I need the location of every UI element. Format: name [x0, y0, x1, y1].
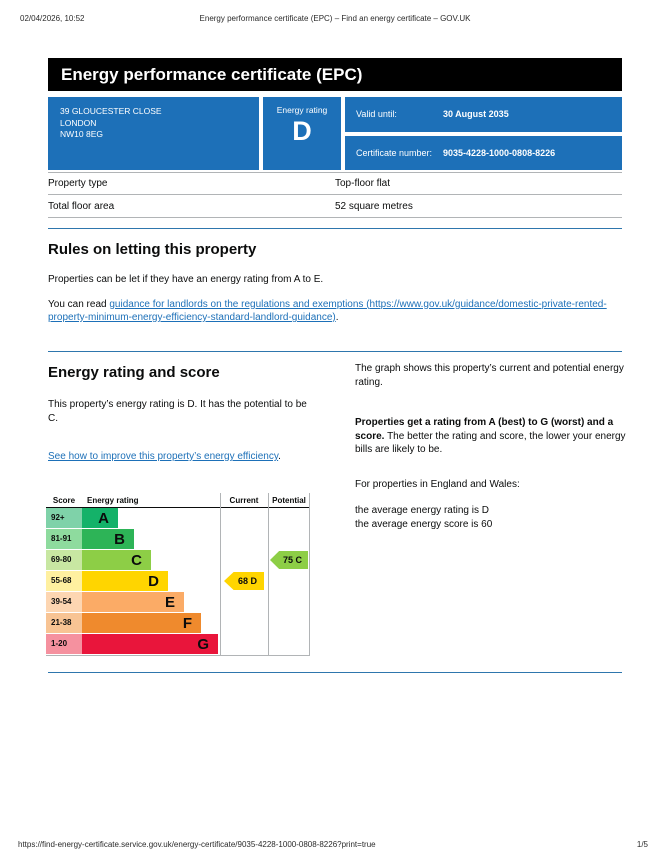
- potential-column-header: Potential: [272, 495, 306, 505]
- epc-band-bar: A: [82, 508, 118, 528]
- certificate-number-value: 9035-4228-1000-0808-8226: [443, 147, 556, 158]
- epc-bands: 92+ A 81-91 B 69-80 C 55-68 D 39-54 E 21-38 F 1-20 G: [46, 508, 310, 655]
- epc-band-bar: F: [82, 613, 201, 633]
- epc-band-row: 21-38 F: [46, 613, 310, 634]
- epc-band-row: 69-80 C: [46, 550, 310, 571]
- epc-band-row: 81-91 B: [46, 529, 310, 550]
- rating-heading: Energy rating and score: [48, 364, 220, 381]
- rating-scale-rest: The better the rating and score, the low…: [355, 430, 626, 456]
- epc-rating-graph: Score Energy rating Current Potential 92…: [46, 493, 310, 656]
- epc-band-bar: G: [82, 634, 218, 654]
- epc-bar-area: E: [82, 592, 220, 613]
- epc-score-range: 21-38: [46, 613, 82, 633]
- average-score-item: the average energy score is 60: [355, 518, 493, 530]
- epc-band-bar: C: [82, 550, 151, 570]
- address-line-2: LONDON: [60, 117, 97, 128]
- valid-until-row: Valid until: 30 August 2035: [345, 97, 622, 132]
- table-row: Property type Top-floor flat: [48, 172, 622, 195]
- rules-para: Properties can be let if they have an en…: [48, 274, 324, 285]
- property-type-label: Property type: [48, 178, 108, 189]
- epc-graph-header: Score Energy rating Current Potential: [46, 493, 310, 508]
- certificate-number-label: Certificate number:: [356, 147, 433, 158]
- epc-bar-area: D: [82, 571, 220, 592]
- epc-band-row: 92+ A: [46, 508, 310, 529]
- table-row: Total floor area 52 square metres: [48, 195, 622, 218]
- link-suffix: .: [278, 451, 281, 462]
- column-divider-line: [268, 493, 269, 655]
- print-footer-page-number: 1/5: [636, 840, 648, 849]
- certificate-validity: Valid until: 30 August 2035 Certificate …: [345, 97, 622, 170]
- energy-rating-value: D: [292, 116, 312, 146]
- epc-bar-area: B: [82, 529, 220, 550]
- epc-score-range: 55-68: [46, 571, 82, 591]
- print-footer-url: https://find-energy-certificate.service.…: [18, 840, 376, 849]
- address-line-3: NW10 8EG: [60, 129, 103, 139]
- rating-scale-para: Properties get a rating from A (best) to…: [355, 416, 627, 457]
- epc-bar-area: F: [82, 613, 220, 634]
- property-address: 39 GLOUCESTER CLOSE LONDON NW10 8EG: [48, 97, 259, 170]
- certificate-number-row: Certificate number: 9035-4228-1000-0808-…: [345, 135, 622, 170]
- floor-area-label: Total floor area: [48, 200, 115, 212]
- average-rating-item: the average energy rating is D: [355, 505, 489, 516]
- epc-bar-area: A: [82, 508, 220, 529]
- epc-bar-area: G: [82, 634, 220, 655]
- epc-score-range: 92+: [46, 508, 82, 528]
- energy-rating-label: Energy rating: [276, 105, 328, 115]
- rules-heading: Rules on letting this property: [48, 241, 257, 258]
- certificate-title-banner: Energy performance certificate (EPC): [48, 58, 622, 91]
- certificate-summary-banner: 39 GLOUCESTER CLOSE LONDON NW10 8EG Ener…: [48, 97, 622, 170]
- rating-section-right: The graph shows this property’s current …: [355, 362, 627, 531]
- current-rating-marker: 68 D: [224, 572, 264, 590]
- rating-scale-bold: Properties get a rating from A (best) to…: [355, 417, 614, 442]
- section-divider: [48, 228, 622, 229]
- rating-summary-para: This property’s energy rating is D. It h…: [48, 399, 307, 424]
- epc-band-bar: B: [82, 529, 134, 549]
- rules-section: Rules on letting this property Propertie…: [48, 241, 622, 325]
- print-header-title: Energy performance certificate (EPC) – F…: [199, 14, 471, 23]
- property-summary-table: Property type Top-floor flat Total floor…: [48, 172, 622, 218]
- potential-rating-marker: 75 C: [270, 551, 308, 569]
- epc-score-range: 1-20: [46, 634, 82, 654]
- rating-section-left: Energy rating and score This property’s …: [48, 364, 316, 464]
- rules-guidance-para: You can read guidance for landlords on t…: [48, 298, 622, 325]
- column-divider-line: [309, 493, 310, 655]
- epc-score-range: 39-54: [46, 592, 82, 612]
- guidance-text-prefix: You can read: [48, 298, 110, 310]
- landlord-guidance-link[interactable]: guidance for landlords on the regulation…: [48, 298, 607, 324]
- guidance-text-suffix: .: [335, 312, 339, 323]
- graph-explainer-para: The graph shows this property’s current …: [355, 363, 624, 388]
- epc-score-range: 69-80: [46, 550, 82, 570]
- current-column-header: Current: [229, 495, 259, 505]
- energy-rating-cell: Energy rating D: [263, 97, 341, 170]
- epc-band-bar: D: [82, 571, 168, 591]
- section-divider: [48, 672, 622, 673]
- chart-bottom-border: [46, 655, 310, 656]
- epc-band-row: 55-68 D: [46, 571, 310, 592]
- energy-rating-column-header: Energy rating: [87, 495, 139, 505]
- column-divider-line: [220, 493, 221, 655]
- property-type-value: Top-floor flat: [335, 178, 391, 189]
- floor-area-value: 52 square metres: [335, 200, 413, 212]
- epc-band-row: 1-20 G: [46, 634, 310, 655]
- valid-until-label: Valid until:: [356, 109, 397, 120]
- print-header-date: 02/04/2026, 10:52: [20, 14, 85, 23]
- score-column-header: Score: [52, 495, 76, 505]
- epc-band-row: 39-54 E: [46, 592, 310, 613]
- improve-efficiency-link[interactable]: See how to improve this property’s energ…: [48, 451, 279, 462]
- section-divider: [48, 351, 622, 352]
- average-stats-list: the average energy rating is D the avera…: [355, 504, 627, 531]
- epc-score-range: 81-91: [46, 529, 82, 549]
- epc-band-bar: E: [82, 592, 184, 612]
- valid-until-value: 30 August 2035: [443, 109, 509, 120]
- address-line-1: 39 GLOUCESTER CLOSE: [60, 106, 162, 116]
- england-wales-para: For properties in England and Wales:: [355, 478, 520, 490]
- epc-bar-area: C: [82, 550, 220, 571]
